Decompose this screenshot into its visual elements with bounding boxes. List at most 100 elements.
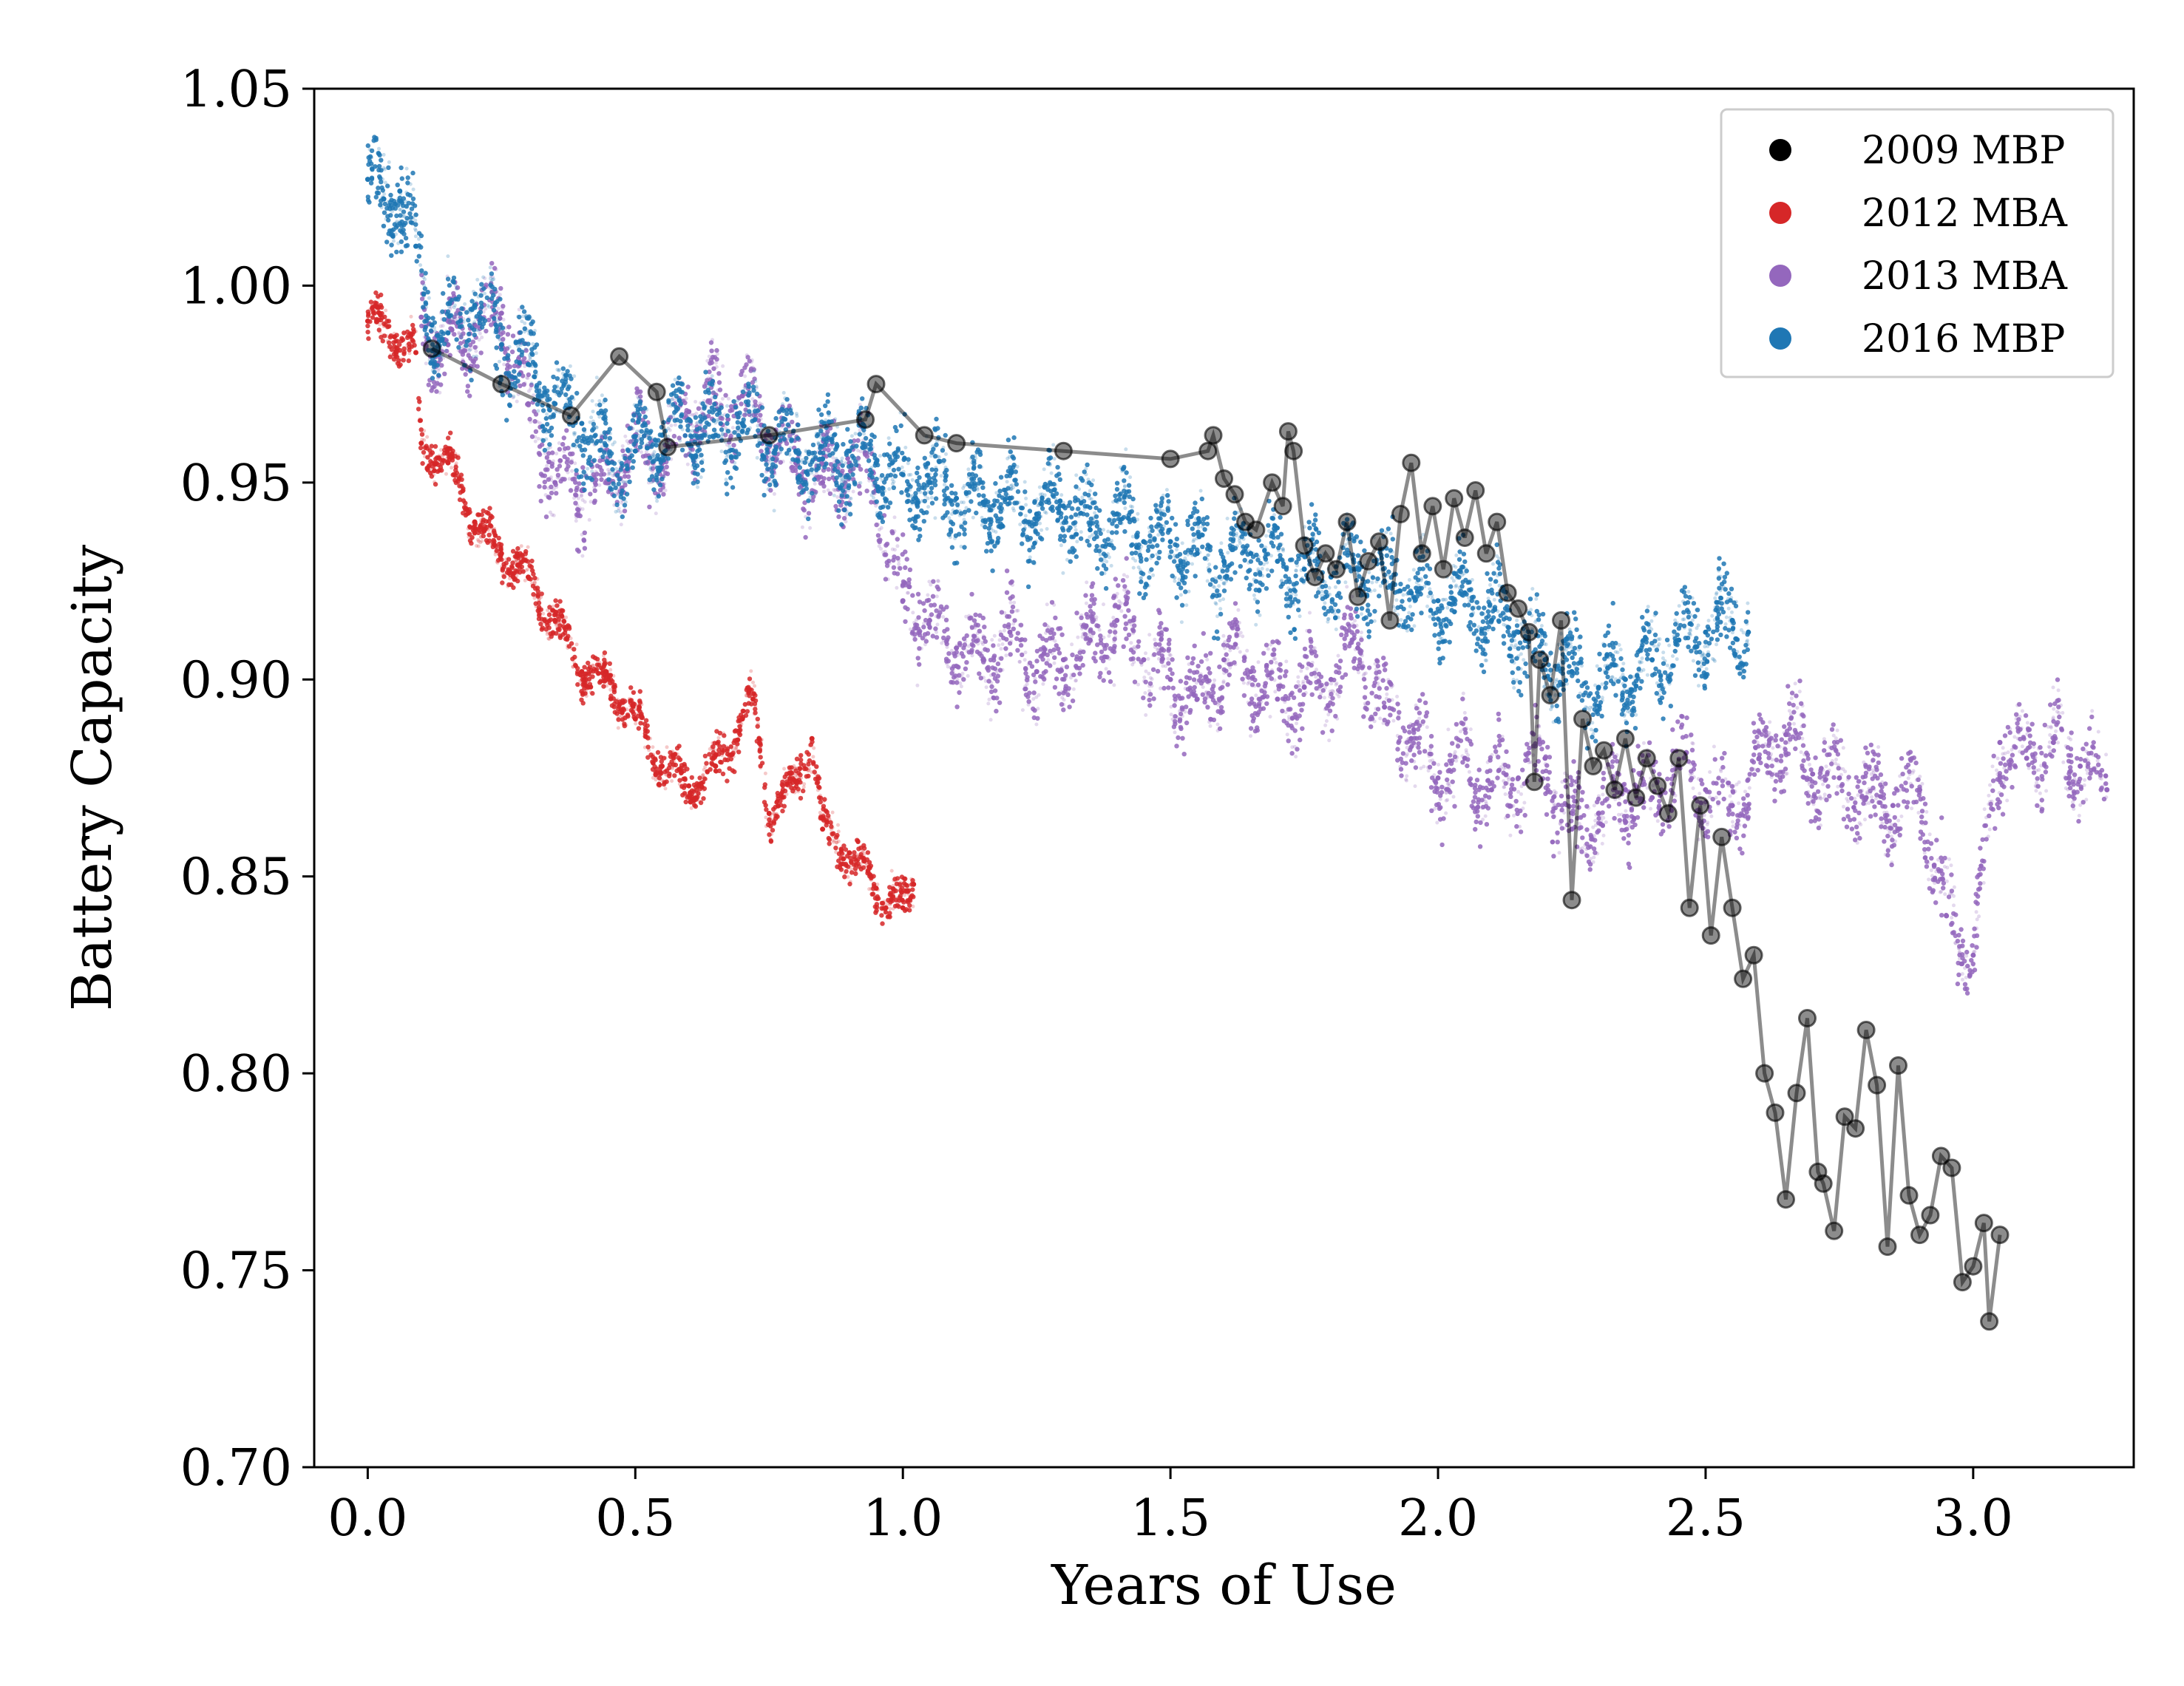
data-point xyxy=(1437,763,1440,766)
data-point xyxy=(2083,778,2087,782)
data-point xyxy=(1409,758,1414,764)
series-2-point xyxy=(1810,771,1816,777)
data-point xyxy=(1217,664,1222,670)
data-point xyxy=(1879,789,1884,794)
data-point xyxy=(1261,650,1266,656)
data-point xyxy=(1187,668,1193,673)
data-point xyxy=(1716,790,1722,796)
data-point xyxy=(1473,789,1478,795)
data-point xyxy=(1264,694,1270,699)
data-point xyxy=(1734,821,1740,827)
data-point xyxy=(526,389,531,393)
data-point xyxy=(1584,852,1588,856)
data-point xyxy=(1338,667,1343,670)
data-point xyxy=(1031,690,1037,696)
data-point xyxy=(1622,827,1627,833)
data-point xyxy=(1327,738,1332,743)
data-point xyxy=(574,487,579,493)
data-point xyxy=(1855,784,1860,789)
data-point xyxy=(1509,782,1515,788)
data-point xyxy=(592,488,597,493)
data-point xyxy=(1329,681,1334,686)
data-point xyxy=(1016,608,1020,613)
data-point xyxy=(1130,627,1136,633)
data-point xyxy=(555,485,559,489)
data-point xyxy=(1045,602,1049,607)
data-point xyxy=(716,371,722,376)
series-2-point xyxy=(1034,669,1040,675)
data-point xyxy=(1274,661,1278,664)
data-point xyxy=(1559,807,1564,813)
data-point xyxy=(1424,710,1430,715)
series-2-point xyxy=(1382,704,1388,710)
data-point xyxy=(467,393,472,398)
data-point xyxy=(1896,818,1901,823)
data-point xyxy=(1777,769,1781,774)
data-point xyxy=(1144,651,1147,656)
data-point xyxy=(1868,742,1873,747)
data-point xyxy=(2034,789,2038,793)
data-point xyxy=(1359,630,1363,635)
data-point xyxy=(1080,662,1085,668)
data-point xyxy=(1240,676,1245,681)
data-point xyxy=(2089,714,2095,720)
data-point xyxy=(877,539,882,545)
data-point xyxy=(1298,702,1303,707)
data-point xyxy=(1051,647,1057,653)
data-point xyxy=(1000,642,1005,646)
data-point xyxy=(1502,785,1507,789)
data-point xyxy=(1295,721,1298,726)
data-point xyxy=(1893,839,1898,843)
data-point xyxy=(580,507,585,511)
data-point xyxy=(1008,652,1013,657)
data-point xyxy=(1862,774,1868,779)
data-point xyxy=(1649,806,1652,811)
data-point xyxy=(1712,744,1716,749)
data-point xyxy=(1037,633,1042,639)
data-point xyxy=(1956,960,1961,966)
data-point xyxy=(1369,716,1375,721)
data-point xyxy=(1805,756,1811,761)
data-point xyxy=(1206,666,1211,671)
data-point xyxy=(1920,781,1924,786)
data-point xyxy=(1950,920,1955,926)
data-point xyxy=(1452,752,1456,757)
data-point xyxy=(1752,730,1757,735)
data-point xyxy=(1471,799,1476,804)
data-point xyxy=(1088,627,1093,632)
data-point xyxy=(943,617,949,622)
data-point xyxy=(1156,647,1161,651)
data-point xyxy=(739,401,744,407)
data-point xyxy=(1304,674,1309,679)
data-point xyxy=(1763,749,1768,755)
data-point xyxy=(967,613,971,618)
data-point xyxy=(2091,740,2096,745)
data-point xyxy=(1174,744,1179,749)
data-point xyxy=(1468,727,1473,732)
data-point xyxy=(533,439,537,443)
data-point xyxy=(532,409,537,414)
data-point xyxy=(1241,634,1245,639)
data-point xyxy=(1180,714,1184,718)
data-point xyxy=(1427,754,1431,758)
data-point xyxy=(1096,623,1101,629)
data-point xyxy=(1816,825,1822,831)
data-point xyxy=(467,342,473,348)
data-point xyxy=(906,580,912,586)
data-point xyxy=(1166,641,1172,647)
data-point xyxy=(981,676,986,680)
data-point xyxy=(1339,632,1344,637)
data-point xyxy=(1870,759,1874,764)
data-point xyxy=(1600,823,1605,829)
data-point xyxy=(995,661,1001,667)
data-point xyxy=(1627,865,1632,870)
series-2-point xyxy=(1007,629,1013,635)
data-point xyxy=(1157,642,1162,647)
data-point xyxy=(1486,795,1492,800)
data-point xyxy=(1330,696,1335,701)
data-point xyxy=(1562,811,1567,815)
data-point xyxy=(555,472,561,477)
data-point xyxy=(963,639,968,644)
data-point xyxy=(1726,808,1732,813)
data-point xyxy=(1097,628,1102,632)
